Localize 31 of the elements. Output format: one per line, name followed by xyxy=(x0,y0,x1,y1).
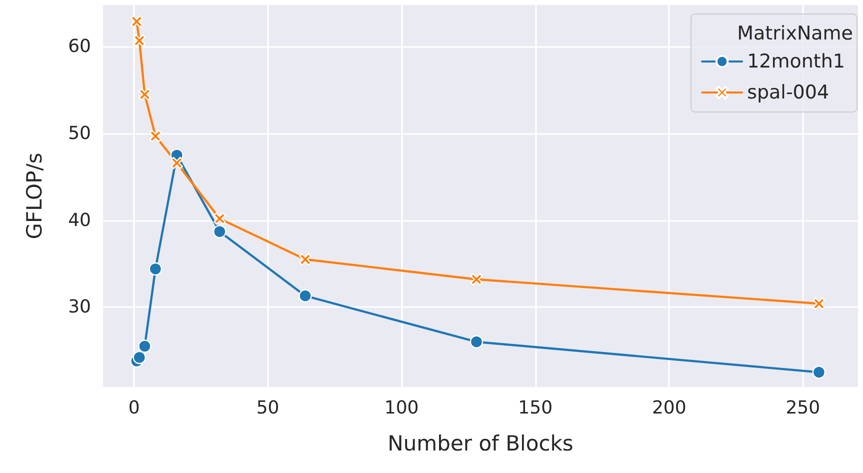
point xyxy=(130,15,143,28)
legend-label: 12month1 xyxy=(747,50,846,72)
point xyxy=(214,212,226,225)
point xyxy=(299,253,312,266)
point xyxy=(298,289,312,302)
x-tick-label: 50 xyxy=(256,398,280,418)
x-tick-label: 200 xyxy=(652,398,686,418)
x-tick-label: 100 xyxy=(384,398,419,418)
legend-title: MatrixName xyxy=(737,22,853,44)
y-axis-title: GFLOP/s xyxy=(22,152,46,240)
point xyxy=(138,88,151,101)
y-tick-label: 30 xyxy=(68,296,91,318)
point xyxy=(148,262,162,276)
point xyxy=(138,340,152,353)
y-tick-label: 40 xyxy=(68,210,91,231)
x-tick-label: 0 xyxy=(128,398,140,418)
x-tick-label: 250 xyxy=(786,398,820,418)
x-tick-label: 150 xyxy=(518,398,553,418)
point xyxy=(470,273,483,286)
legend-label: spal-004 xyxy=(747,82,830,104)
point xyxy=(170,156,183,170)
y-tick-label: 60 xyxy=(68,36,91,58)
point xyxy=(470,335,484,348)
y-tick-label: 50 xyxy=(68,122,91,144)
point xyxy=(132,350,146,364)
x-axis-title: Number of Blocks xyxy=(388,432,574,456)
point xyxy=(812,366,826,379)
point xyxy=(213,225,226,238)
point xyxy=(812,298,826,310)
point xyxy=(133,34,146,47)
point xyxy=(149,130,162,142)
